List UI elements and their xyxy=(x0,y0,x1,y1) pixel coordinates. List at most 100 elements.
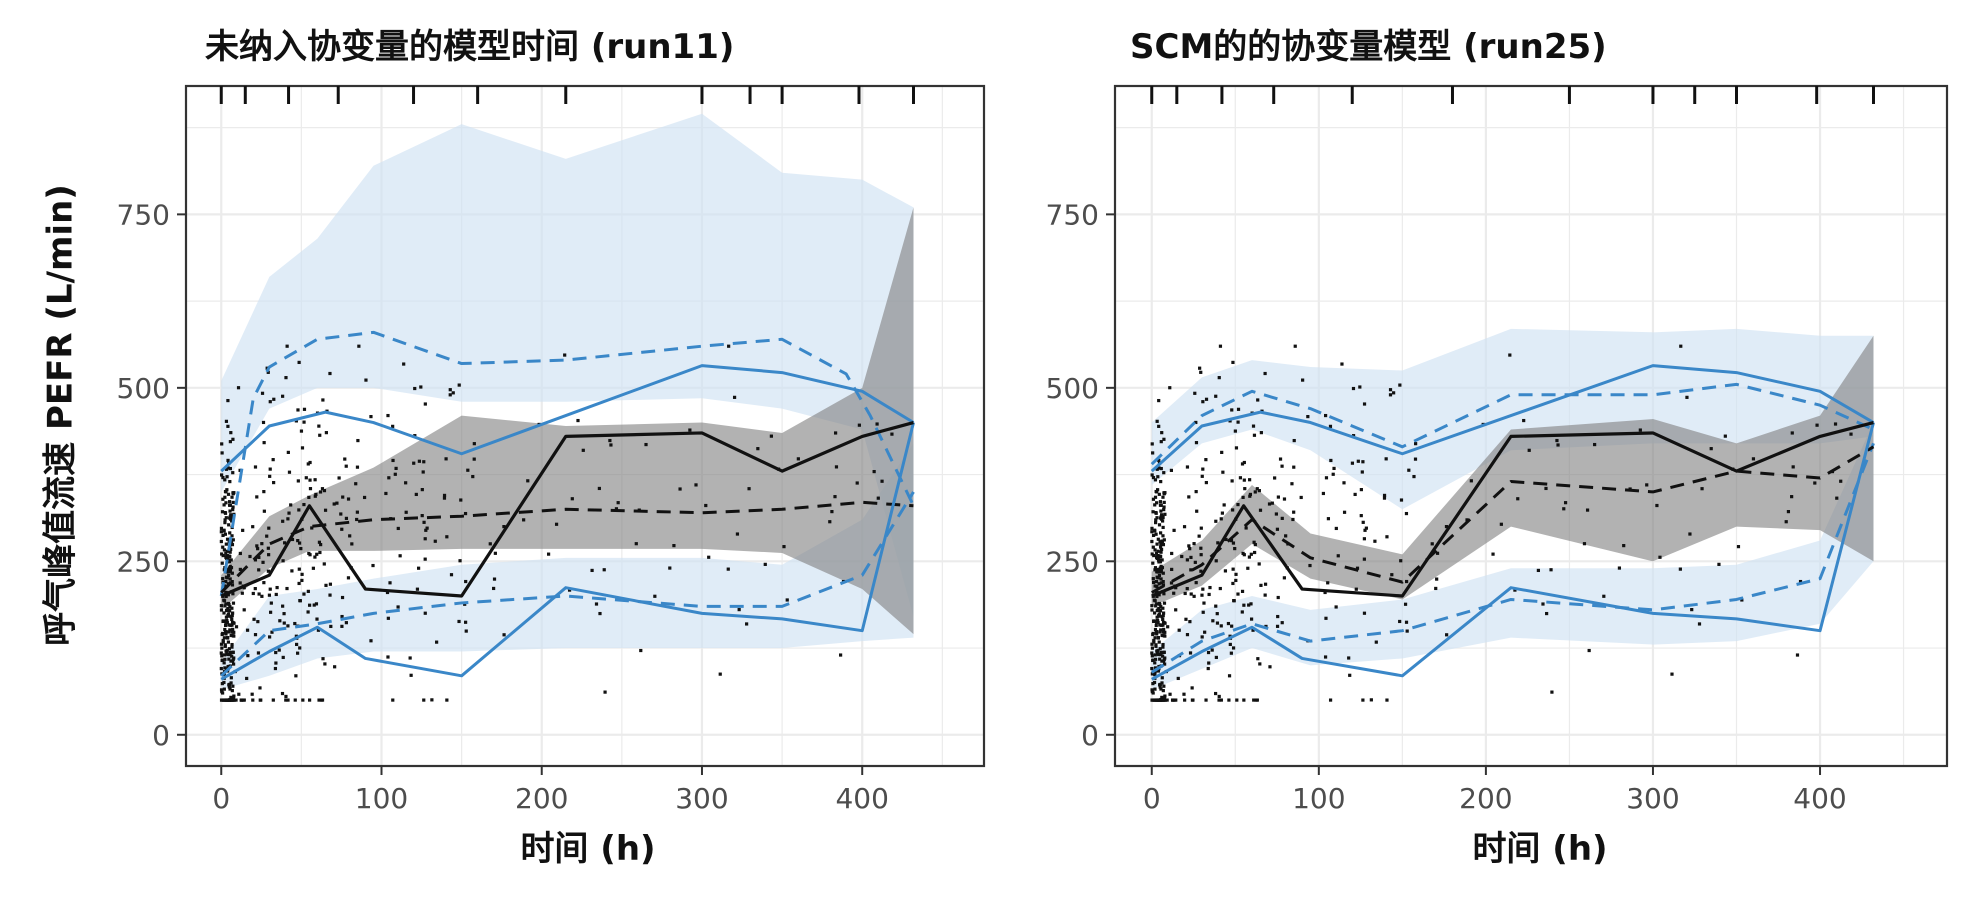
observed-point xyxy=(1556,443,1560,447)
observed-point xyxy=(828,520,832,524)
observed-point xyxy=(391,698,395,702)
observed-point xyxy=(1162,437,1166,441)
observed-point xyxy=(1280,621,1284,625)
observed-point xyxy=(220,561,224,565)
observed-point xyxy=(1159,466,1163,471)
observed-point xyxy=(302,502,306,507)
observed-point xyxy=(280,691,285,696)
observed-point xyxy=(1268,665,1272,669)
observed-point xyxy=(225,537,230,541)
observed-point xyxy=(1158,647,1162,651)
observed-point xyxy=(1159,687,1163,691)
observed-point xyxy=(1217,694,1221,699)
observed-point xyxy=(1214,604,1218,608)
observed-point xyxy=(229,623,233,627)
observed-point xyxy=(597,486,601,491)
observed-point xyxy=(221,619,225,624)
observed-point xyxy=(1342,510,1347,514)
observed-point xyxy=(1160,513,1164,517)
observed-point xyxy=(1155,698,1159,702)
observed-point xyxy=(1158,500,1163,504)
observed-point xyxy=(228,509,232,513)
observed-point xyxy=(1240,589,1245,593)
observed-point xyxy=(222,687,226,691)
observed-point xyxy=(1160,539,1164,543)
observed-point xyxy=(1215,612,1219,616)
observed-point xyxy=(1204,458,1208,462)
observed-point xyxy=(1469,479,1473,483)
observed-point xyxy=(1218,586,1222,591)
observed-point xyxy=(386,655,390,659)
observed-point xyxy=(236,386,241,390)
observed-point xyxy=(1169,581,1174,585)
observed-point xyxy=(1187,495,1191,499)
observed-point xyxy=(1157,523,1162,527)
observed-point xyxy=(1157,398,1161,403)
observed-point xyxy=(219,642,224,646)
observed-point xyxy=(228,516,232,520)
observed-point xyxy=(229,615,233,619)
observed-point xyxy=(1522,418,1526,423)
observed-point xyxy=(1157,607,1161,611)
observed-point xyxy=(422,698,426,702)
observed-point xyxy=(257,592,261,596)
observed-point xyxy=(402,362,406,366)
observed-point xyxy=(1210,648,1214,652)
observed-point xyxy=(1252,433,1257,437)
observed-point xyxy=(1736,545,1741,549)
y-axis-label: 呼气峰值流速 PEFR (L/min) xyxy=(41,184,81,646)
observed-point xyxy=(223,631,228,635)
observed-point xyxy=(298,599,302,603)
observed-point xyxy=(300,578,304,583)
observed-point xyxy=(350,542,354,546)
observed-point xyxy=(1160,676,1164,680)
observed-point xyxy=(1162,627,1166,632)
observed-point xyxy=(422,520,426,524)
observed-point xyxy=(590,568,594,573)
observed-point xyxy=(226,492,231,496)
observed-point xyxy=(554,522,559,526)
observed-point xyxy=(221,691,225,695)
observed-point xyxy=(417,459,421,463)
observed-point xyxy=(1158,558,1162,562)
observed-point xyxy=(1208,585,1212,590)
observed-point xyxy=(1231,508,1235,512)
observed-point xyxy=(839,653,843,657)
observed-point xyxy=(227,685,231,689)
observed-point xyxy=(221,475,225,480)
observed-point xyxy=(1191,698,1195,702)
observed-point xyxy=(726,567,730,571)
observed-point xyxy=(1255,698,1259,702)
observed-point xyxy=(1163,698,1167,702)
observed-point xyxy=(1405,629,1409,633)
observed-point xyxy=(1207,661,1211,665)
observed-point xyxy=(1157,492,1161,496)
observed-point xyxy=(492,577,497,581)
observed-point xyxy=(245,628,250,632)
observed-point xyxy=(1150,698,1154,702)
panel-title-run25: SCM的的协变量模型 (run25) xyxy=(1130,27,1607,67)
observed-point xyxy=(314,492,318,497)
observed-point xyxy=(299,429,304,433)
observed-point xyxy=(222,548,226,552)
observed-point xyxy=(1359,488,1363,492)
observed-point xyxy=(220,646,224,650)
observed-point xyxy=(639,648,643,653)
observed-point xyxy=(1275,527,1280,531)
observed-point xyxy=(1161,630,1165,634)
observed-point xyxy=(1153,661,1157,665)
observed-point xyxy=(227,682,232,687)
observed-point xyxy=(1162,471,1166,475)
observed-point xyxy=(1342,481,1346,485)
observed-point xyxy=(1193,560,1197,564)
observed-point xyxy=(420,514,424,518)
observed-point xyxy=(421,470,425,474)
observed-point xyxy=(1150,672,1154,676)
observed-point xyxy=(256,651,261,655)
observed-point xyxy=(430,698,434,702)
x-axis-label-run11: 时间 (h) xyxy=(520,829,655,869)
observed-point xyxy=(1221,470,1225,474)
observed-point xyxy=(413,386,417,391)
observed-point xyxy=(1229,539,1234,543)
observed-point xyxy=(1159,509,1163,513)
